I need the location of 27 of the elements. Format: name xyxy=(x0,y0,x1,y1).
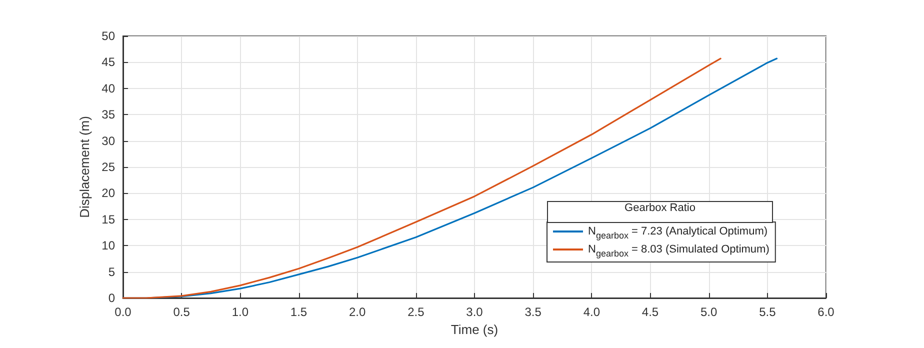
x-tick-label: 1.5 xyxy=(290,305,308,319)
x-tick-label: 5.5 xyxy=(759,305,776,319)
y-tick-label: 45 xyxy=(102,55,116,70)
y-tick-label: 40 xyxy=(102,81,116,96)
y-tick-label: 25 xyxy=(102,160,116,174)
x-axis-title: Time (s) xyxy=(450,322,498,337)
y-tick-label: 30 xyxy=(102,134,116,148)
legend-header: Gearbox Ratio xyxy=(547,201,773,223)
x-tick-label: 3.0 xyxy=(466,305,484,319)
x-tick-label: 0.5 xyxy=(173,305,190,319)
y-tick-label: 15 xyxy=(102,212,116,226)
x-tick-label: 6.0 xyxy=(818,305,835,319)
y-tick-label: 5 xyxy=(108,264,116,279)
x-tick-label: 2.0 xyxy=(348,305,366,319)
x-tick-label: 1.0 xyxy=(232,305,249,319)
x-tick-label: 4.5 xyxy=(642,305,659,319)
x-tick-label: 4.0 xyxy=(583,305,600,319)
x-tick-label: 5.0 xyxy=(700,305,718,319)
y-axis-title: Displacement (m) xyxy=(76,116,92,218)
y-tick-label: 10 xyxy=(102,238,116,253)
y-tick-label: 0 xyxy=(108,291,116,305)
y-tick-label: 35 xyxy=(102,108,116,122)
x-tick-label: 0.0 xyxy=(114,305,132,319)
x-tick-label: 3.5 xyxy=(524,305,542,319)
x-tick-label: 2.5 xyxy=(408,305,425,319)
y-tick-label: 50 xyxy=(102,29,116,43)
y-tick-label: 20 xyxy=(102,186,116,200)
